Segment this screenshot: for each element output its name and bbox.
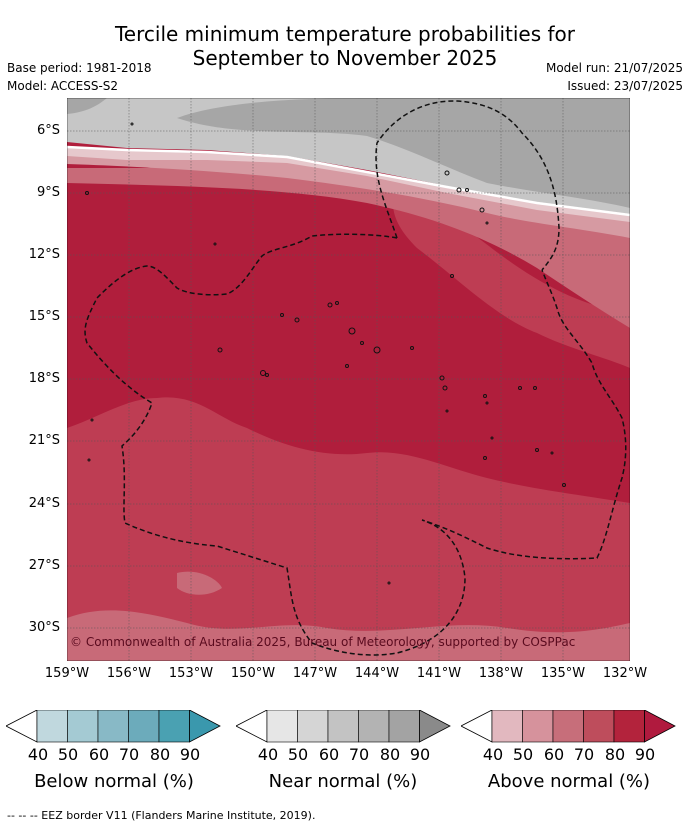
zone-above-60-70-south — [67, 610, 630, 661]
lat-label: 9°S — [36, 185, 60, 200]
colorbar-near — [236, 710, 451, 743]
lon-label: 144°W — [354, 666, 400, 681]
lon-label: 159°W — [44, 666, 90, 681]
colorbar-segment — [552, 710, 584, 743]
colorbar-segment — [158, 710, 190, 743]
tick-label: 80 — [604, 745, 626, 764]
tick-label: 90 — [409, 745, 431, 764]
tick-label: 90 — [179, 745, 201, 764]
eez-footnote: -- -- -- EEZ border V11 (Flanders Marine… — [7, 809, 316, 822]
colorbar-segment — [297, 710, 329, 743]
tick-label: 40 — [257, 745, 279, 764]
lat-label: 24°S — [28, 496, 60, 511]
lat-label: 27°S — [28, 558, 60, 573]
colorbar-arrow-low — [236, 710, 268, 743]
tick-label: 50 — [287, 745, 309, 764]
colorbar-near-label: Near normal (%) — [268, 771, 418, 792]
colorbar-segment — [128, 710, 160, 743]
tick-label: 60 — [318, 745, 340, 764]
lon-label: 141°W — [416, 666, 462, 681]
colorbar-segment — [97, 710, 129, 743]
lon-label: 147°W — [292, 666, 338, 681]
eez-border-north — [375, 100, 560, 271]
zone-near-70-80-west — [67, 98, 107, 114]
lon-label: 135°W — [540, 666, 586, 681]
tick-label: 70 — [348, 745, 370, 764]
title-line-2: September to November 2025 — [192, 46, 498, 70]
colorbar-segment — [266, 710, 298, 743]
meta-left: Base period: 1981-2018 Model: ACCESS-S2 — [7, 59, 152, 95]
tick-label: 80 — [149, 745, 171, 764]
colorbar-above-label: Above normal (%) — [487, 771, 651, 792]
colorbar-segment — [327, 710, 359, 743]
lon-label: 150°W — [230, 666, 276, 681]
tick-label: 40 — [482, 745, 504, 764]
zone-above-70-80-south — [67, 397, 630, 661]
lat-label: 21°S — [28, 433, 60, 448]
tick-label: 70 — [118, 745, 140, 764]
colorbar-segment — [388, 710, 420, 743]
lat-label: 30°S — [28, 620, 60, 635]
issued-date: Issued: 23/07/2025 — [567, 79, 683, 93]
lat-label: 18°S — [28, 371, 60, 386]
zone-above-70-80-east — [393, 188, 630, 368]
tick-label: 40 — [27, 745, 49, 764]
colorbar-segment — [522, 710, 554, 743]
lon-label: 138°W — [478, 666, 524, 681]
islands — [85, 122, 566, 585]
tick-label: 70 — [573, 745, 595, 764]
lat-label: 12°S — [28, 247, 60, 262]
lon-label: 153°W — [168, 666, 214, 681]
tick-label: 50 — [512, 745, 534, 764]
tick-label: 80 — [379, 745, 401, 764]
colorbar-below-label: Below normal (%) — [34, 771, 194, 792]
tick-label: 60 — [543, 745, 565, 764]
lon-label: 132°W — [602, 666, 648, 681]
gridlines — [67, 98, 630, 661]
colorbar-arrow-low — [461, 710, 493, 743]
lat-label: 15°S — [28, 309, 60, 324]
lon-label: 156°W — [106, 666, 152, 681]
probability-map: © Commonwealth of Australia 2025, Bureau… — [67, 98, 630, 661]
colorbar-segment — [491, 710, 523, 743]
colorbar-segment — [583, 710, 615, 743]
base-period: Base period: 1981-2018 — [7, 61, 152, 75]
colorbar-arrow-high — [419, 710, 451, 743]
model-run: Model run: 21/07/2025 — [545, 61, 683, 75]
copyright-text: © Commonwealth of Australia 2025, Bureau… — [70, 635, 575, 649]
map-title: Tercile minimum temperature probabilitie… — [0, 22, 690, 70]
colorbar-arrow-high — [189, 710, 221, 743]
colorbar-segment — [613, 710, 645, 743]
lat-label: 6°S — [36, 123, 60, 138]
colorbar-below — [6, 710, 221, 743]
tick-label: 60 — [88, 745, 110, 764]
zone-near-70-80 — [177, 98, 630, 208]
tick-label: 50 — [57, 745, 79, 764]
colorbar-segment — [67, 710, 99, 743]
tercile-boundary — [67, 145, 630, 217]
colorbar-arrow-low — [6, 710, 38, 743]
tick-label: 90 — [634, 745, 656, 764]
colorbar-above — [461, 710, 676, 743]
zone-above-60-70-southwest — [177, 571, 222, 595]
colorbar-segment — [36, 710, 68, 743]
eez-border-main — [84, 233, 627, 656]
meta-right: Model run: 21/07/2025 Issued: 23/07/2025 — [546, 59, 683, 95]
zone-above-40-50-north — [67, 146, 630, 222]
colorbar-segment — [358, 710, 390, 743]
model-name: Model: ACCESS-S2 — [7, 79, 119, 93]
title-line-1: Tercile minimum temperature probabilitie… — [114, 22, 576, 46]
colorbar-arrow-high — [644, 710, 676, 743]
